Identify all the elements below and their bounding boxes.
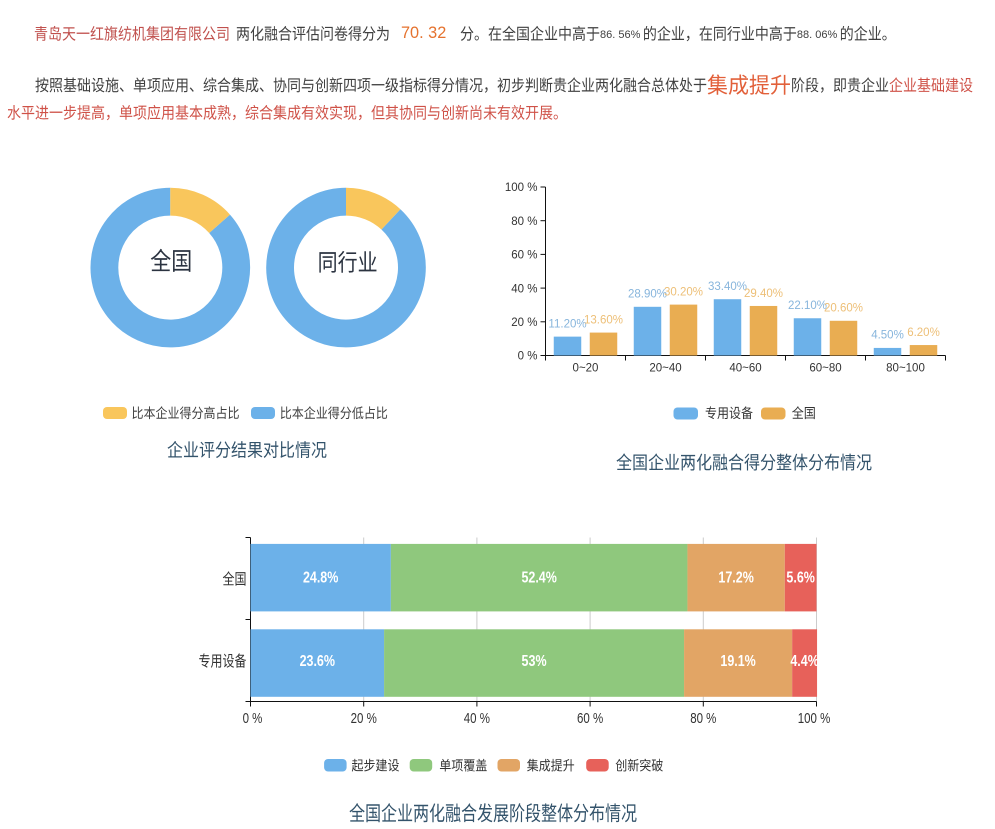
- svg-text:88. 06%: 88. 06%: [797, 29, 838, 41]
- svg-text:28.90%: 28.90%: [628, 289, 667, 301]
- svg-text:80 %: 80 %: [511, 216, 537, 228]
- svg-text:80 %: 80 %: [690, 710, 716, 727]
- svg-text:86. 56%: 86. 56%: [600, 29, 641, 41]
- svg-text:60~80: 60~80: [809, 363, 841, 375]
- svg-text:100 %: 100 %: [798, 710, 831, 727]
- svg-text:6.20%: 6.20%: [907, 327, 940, 339]
- svg-text:11.20%: 11.20%: [548, 318, 586, 330]
- svg-text:5.6%: 5.6%: [786, 568, 815, 586]
- svg-text:70. 32: 70. 32: [401, 24, 446, 42]
- svg-text:20 %: 20 %: [351, 710, 377, 727]
- svg-text:4.4%: 4.4%: [790, 652, 819, 670]
- svg-text:80~100: 80~100: [886, 363, 925, 375]
- svg-text:29.40%: 29.40%: [744, 288, 783, 300]
- svg-text:20.60%: 20.60%: [824, 303, 863, 315]
- svg-text:0 %: 0 %: [243, 710, 263, 727]
- svg-text:20~40: 20~40: [649, 363, 681, 375]
- svg-text:53%: 53%: [522, 652, 547, 670]
- svg-text:17.2%: 17.2%: [718, 568, 754, 586]
- svg-text:4.50%: 4.50%: [871, 330, 904, 342]
- svg-text:40~60: 40~60: [729, 363, 761, 375]
- svg-text:13.60%: 13.60%: [584, 314, 623, 326]
- svg-text:60 %: 60 %: [511, 250, 537, 262]
- svg-text:100 %: 100 %: [505, 182, 538, 194]
- svg-text:30.20%: 30.20%: [664, 286, 703, 298]
- svg-text:40 %: 40 %: [464, 710, 490, 727]
- svg-text:22.10%: 22.10%: [788, 300, 827, 312]
- svg-text:60 %: 60 %: [577, 710, 603, 727]
- svg-text:24.8%: 24.8%: [303, 568, 339, 586]
- svg-text:23.6%: 23.6%: [300, 652, 336, 670]
- svg-text:33.40%: 33.40%: [708, 281, 747, 293]
- svg-text:40 %: 40 %: [511, 283, 537, 295]
- svg-text:19.1%: 19.1%: [720, 652, 756, 670]
- svg-text:52.4%: 52.4%: [521, 568, 557, 586]
- svg-text:20 %: 20 %: [511, 317, 537, 329]
- svg-text:0~20: 0~20: [573, 363, 599, 375]
- svg-text:0 %: 0 %: [518, 351, 538, 363]
